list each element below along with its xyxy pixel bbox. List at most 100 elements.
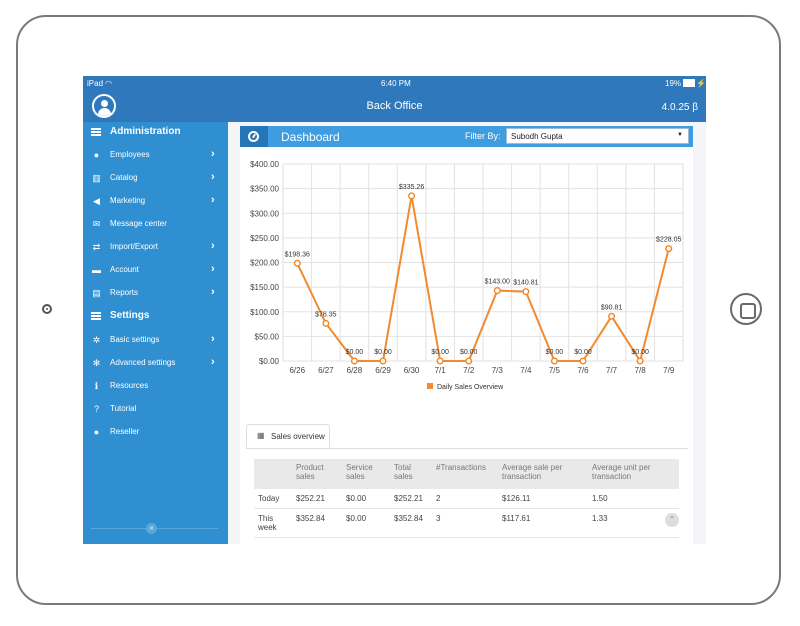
dashboard-header: Dashboard Filter By: Subodh Gupta ▼ (240, 126, 693, 147)
table-row: This week $352.84 $0.00 $352.84 3 $117.6… (254, 508, 679, 538)
dashboard-icon (240, 126, 268, 147)
legend-swatch (427, 383, 433, 389)
table-row: Today $252.21 $0.00 $252.21 2 $126.11 1.… (254, 489, 679, 509)
table-cell: 1.33 (588, 508, 679, 538)
table-cell: 3 (432, 508, 498, 538)
x-tick-label: 7/3 (492, 366, 504, 375)
table-cell: $352.84 (390, 508, 432, 538)
scroll-top-button[interactable]: ⌃ (665, 513, 679, 527)
sales-chart: $0.00 $50.00 $100.00 $150.00 $200.00 $250.00 $… (240, 156, 693, 396)
tab-sales-overview[interactable]: ▦ Sales overview (246, 424, 330, 448)
column-header: Average sale per transaction (498, 459, 588, 489)
chevron-right-icon: › (211, 333, 215, 345)
chevron-right-icon: › (211, 263, 215, 275)
table-cell: $352.84 (292, 508, 342, 538)
menu-icon (91, 312, 101, 320)
chevron-right-icon: › (211, 356, 215, 368)
sidebar-item-label: Basic settings (110, 335, 160, 344)
data-point (436, 357, 444, 365)
sidebar-item-tutorial[interactable]: ? Tutorial (83, 398, 228, 421)
tab-label: Sales overview (271, 432, 325, 441)
x-tick-label: 7/8 (635, 366, 647, 375)
status-bar: iPad ◠ 6:40 PM 19% ⚡ (83, 76, 706, 90)
sidebar-item-label: Resources (110, 381, 149, 390)
table-cell: 2 (432, 489, 498, 509)
sales-table: Product sales Service sales Total sales … (254, 459, 679, 538)
sidebar-item-employees[interactable]: ● Employees › (83, 144, 228, 167)
megaphone-icon: ◀ (93, 196, 100, 206)
column-header: Service sales (342, 459, 390, 489)
sidebar-item-basic-settings[interactable]: ✲ Basic settings › (83, 329, 228, 352)
sidebar-item-catalog[interactable]: ▥ Catalog › (83, 167, 228, 190)
version-label: 4.0.25 β (661, 102, 698, 113)
exchange-icon: ⇄ (92, 242, 101, 252)
y-tick-label: $400.00 (250, 160, 279, 169)
sidebar-item-label: Advanced settings (110, 358, 176, 367)
section-administration[interactable]: Administration (83, 122, 228, 144)
gears-icon: ✻ (92, 358, 101, 368)
sidebar-item-reports[interactable]: ▤ Reports › (83, 282, 228, 305)
collapse-sidebar-button[interactable]: « (146, 523, 157, 534)
page-title: Dashboard (281, 130, 340, 144)
sidebar-item-label: Import/Export (110, 242, 159, 251)
data-point (579, 357, 587, 365)
column-header: Product sales (292, 459, 342, 489)
sidebar: Administration ● Employees › ▥ Catalog › ◀ Mark… (83, 122, 228, 544)
data-point (665, 245, 673, 253)
x-tick-label: 6/28 (347, 366, 363, 375)
tab-bar: ▦ Sales overview (246, 424, 688, 449)
data-label: $198.36 (285, 251, 310, 258)
sidebar-item-message-center[interactable]: ✉ Message center (83, 213, 228, 236)
app-header: Back Office 4.0.25 β (83, 90, 706, 122)
x-tick-label: 7/9 (663, 366, 675, 375)
data-label: $76.35 (315, 311, 337, 318)
table-cell: 1.50 (588, 489, 679, 509)
data-label: $228.05 (656, 237, 681, 244)
data-label: $0.00 (431, 349, 449, 356)
x-tick-label: 6/27 (318, 366, 334, 375)
sidebar-item-label: Catalog (110, 173, 138, 182)
user-icon: ● (93, 150, 100, 160)
wifi-icon: ◠ (105, 79, 112, 88)
data-point (322, 319, 330, 327)
x-tick-label: 7/7 (606, 366, 618, 375)
section-settings[interactable]: Settings (83, 306, 228, 328)
line-chart: $0.00 $50.00 $100.00 $150.00 $200.00 $250.00 $… (250, 160, 684, 391)
briefcase-icon: ▬ (92, 265, 101, 275)
column-header: Total sales (390, 459, 432, 489)
table-cell: This week (254, 508, 292, 538)
column-header: #Transactions (432, 459, 498, 489)
filter-value: Subodh Gupta (511, 132, 563, 141)
y-tick-label: $200.00 (250, 259, 279, 268)
chevron-right-icon: › (211, 240, 215, 252)
clock-text: 6:40 PM (381, 79, 411, 88)
sidebar-item-account[interactable]: ▬ Account › (83, 259, 228, 282)
y-tick-label: $350.00 (250, 185, 279, 194)
home-button[interactable] (730, 293, 762, 325)
x-tick-label: 7/5 (549, 366, 561, 375)
sidebar-item-advanced-settings[interactable]: ✻ Advanced settings › (83, 352, 228, 375)
info-icon: ℹ (94, 381, 99, 391)
table-cell: Today (254, 489, 292, 509)
barcode-icon: ▥ (92, 173, 101, 183)
chevron-right-icon: › (211, 194, 215, 206)
x-tick-label: 6/29 (375, 366, 391, 375)
x-tick-label: 6/26 (289, 366, 305, 375)
avatar[interactable] (92, 94, 116, 118)
column-header: Average unit per transaction (588, 459, 679, 489)
battery-icon (683, 79, 695, 87)
sidebar-item-resources[interactable]: ℹ Resources (83, 375, 228, 398)
sidebar-item-marketing[interactable]: ◀ Marketing › (83, 190, 228, 213)
table-cell: $126.11 (498, 489, 588, 509)
y-tick-label: $0.00 (259, 357, 280, 366)
x-tick-label: 7/6 (577, 366, 589, 375)
data-label: $140.81 (513, 280, 538, 287)
x-tick-label: 6/30 (404, 366, 420, 375)
sidebar-item-label: Tutorial (110, 404, 137, 413)
y-tick-label: $100.00 (250, 308, 279, 317)
sidebar-item-label: Reseller (110, 427, 140, 436)
sidebar-item-import-export[interactable]: ⇄ Import/Export › (83, 236, 228, 259)
sidebar-item-reseller[interactable]: ● Reseller (83, 421, 228, 444)
series-line (296, 195, 670, 364)
filter-select[interactable]: Subodh Gupta ▼ (506, 128, 689, 144)
